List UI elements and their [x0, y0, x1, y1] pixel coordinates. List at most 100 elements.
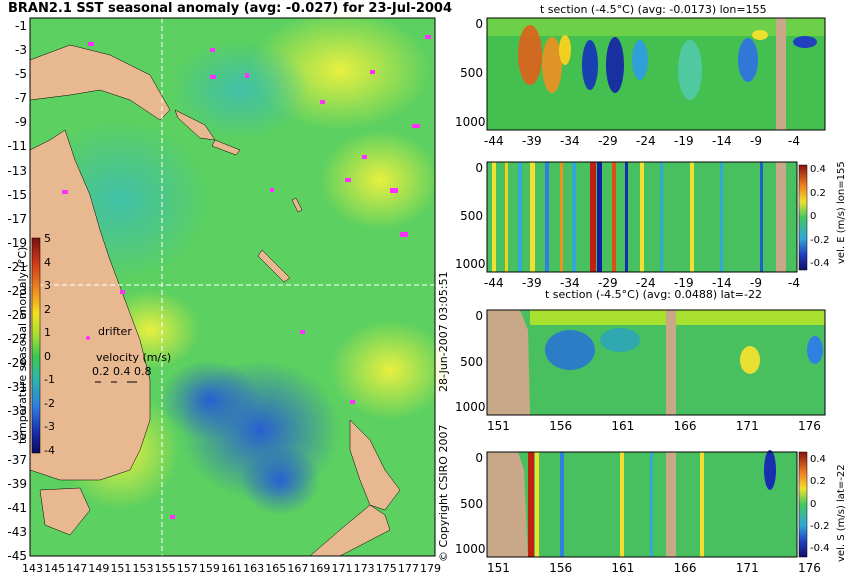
lon-tick: 163 [243, 562, 265, 575]
panel-0-x-tick: -4 [788, 134, 800, 148]
lon-tick: 157 [176, 562, 198, 575]
panel-1-colorbar-tick: 0 [810, 211, 817, 222]
panel-2-title: t section (-4.5°C) (avg: 0.0488) lat=-22 [545, 288, 762, 301]
lat-tick: -5 [15, 67, 27, 82]
sst-colorbar-tick: 3 [44, 279, 51, 293]
velocity-label: velocity (m/s) [96, 351, 172, 364]
panel-0-title: t section (-4.5°C) (avg: -0.0173) lon=15… [540, 3, 767, 16]
panel-t-section-lat [486, 309, 826, 416]
panel-2-x-tick: 176 [798, 419, 821, 433]
sst-colorbar-tick: 4 [44, 255, 51, 269]
panel-0-x-tick: -39 [522, 134, 542, 148]
sst-map [29, 10, 450, 557]
panel-2-x-tick: 171 [735, 419, 759, 433]
panel-3-x-tick: 171 [735, 561, 759, 575]
panel-1-y-tick: 1000 [455, 257, 486, 271]
panel-0-y-tick: 0 [475, 17, 483, 31]
lat-tick: -21 [7, 259, 27, 274]
panel-3-y-tick: 1000 [455, 542, 486, 556]
panel-1-x-tick: -34 [560, 276, 580, 290]
panel-2-y-tick: 0 [475, 309, 483, 323]
sst-colorbar [31, 237, 41, 454]
panel-3-y-tick: 500 [460, 496, 483, 511]
lon-tick: 147 [66, 562, 88, 575]
panel-1-x-tick: -19 [674, 276, 694, 290]
drifter-legend-marker [86, 336, 90, 340]
lon-tick: 169 [309, 562, 331, 575]
panel-1-colorbar-label: vel. E (m/s) lon=155 [836, 161, 847, 264]
lon-tick: 167 [287, 562, 309, 575]
sst-colorbar-tick: -1 [44, 373, 55, 387]
panel-1-x-tick: -39 [522, 276, 542, 290]
panel-1-colorbar-tick: -0.4 [810, 258, 830, 269]
panel-0-x-tick: -29 [598, 134, 618, 148]
panel-3-x-tick: 166 [673, 561, 697, 575]
panel-1-x-tick: -44 [484, 276, 504, 290]
panel-3-x-tick: 156 [549, 561, 573, 575]
panel-vel-s-lat [486, 450, 808, 558]
panel-3-colorbar-tick: -0.2 [810, 520, 830, 532]
lon-tick: 173 [353, 562, 375, 575]
sst-colorbar-tick: 5 [44, 232, 51, 245]
lat-tick: -7 [15, 91, 27, 106]
lon-tick: 145 [44, 562, 66, 575]
panel-3-y-tick: 0 [475, 451, 483, 465]
panel-2-x-tick: 161 [611, 419, 635, 433]
panel-0-y-tick: 500 [460, 66, 483, 80]
panel-3-colorbar-tick: -0.4 [810, 543, 830, 554]
lat-tick: -17 [7, 211, 27, 226]
panel-1-x-tick: -29 [598, 276, 618, 290]
lat-tick: -3 [15, 43, 27, 58]
panel-1-x-tick: -9 [750, 276, 762, 290]
panel-1-y-tick: 0 [475, 161, 483, 175]
panel-0-x-tick: -44 [484, 134, 504, 148]
panel-vel-e-lon [486, 161, 808, 273]
lon-tick: 155 [154, 562, 176, 575]
panel-0-x-tick: -9 [750, 134, 762, 148]
panel-3-colorbar-label: vel. S (m/s) lat=-22 [836, 464, 847, 562]
lon-tick: 153 [132, 562, 154, 575]
panel-3-x-tick: 151 [487, 561, 510, 575]
lon-tick: 151 [110, 562, 132, 575]
sst-colorbar-tick: -2 [44, 396, 55, 410]
lat-tick: -11 [7, 139, 27, 154]
panel-1-x-tick: -14 [712, 276, 732, 290]
lat-tick: -41 [7, 500, 27, 515]
panel-3-x-tick: 176 [798, 561, 821, 575]
lon-tick: 165 [265, 562, 287, 575]
panel-2-x-tick: 156 [549, 419, 573, 433]
lat-tick: -1 [15, 19, 27, 33]
lon-tick: 177 [397, 562, 419, 575]
lat-tick: -23 [7, 284, 27, 298]
panel-2-x-tick: 151 [487, 419, 510, 433]
lat-tick: -13 [7, 163, 27, 178]
lat-tick: -39 [7, 476, 27, 491]
lat-tick: -9 [15, 115, 27, 130]
panel-3-colorbar-tick: 0 [810, 498, 817, 510]
velocity-scale: 0.2 0.4 0.8 [92, 365, 152, 378]
lat-tick: -33 [7, 404, 27, 419]
panel-1-colorbar-tick: 0.4 [810, 164, 826, 175]
lat-tick: -43 [7, 524, 27, 539]
sst-colorbar-tick: 1 [44, 326, 51, 340]
lat-tick: -45 [7, 549, 27, 563]
panel-t-section-lon [486, 17, 826, 131]
copyright: © Copyright CSIRO 2007 [437, 424, 450, 562]
lon-tick: 149 [88, 562, 110, 575]
panel-2-x-tick: 166 [673, 419, 697, 433]
lat-tick: -25 [7, 308, 27, 323]
lat-tick: -15 [7, 187, 27, 202]
drifter-label: drifter [98, 325, 132, 338]
panel-0-y-tick: 1000 [455, 115, 486, 129]
lat-tick: -35 [7, 428, 27, 443]
lat-tick: -19 [7, 235, 27, 250]
lon-tick: 159 [198, 562, 220, 575]
timestamp: 28-Jun-2007 03:05:51 [437, 271, 450, 392]
sst-colorbar-tick: 2 [44, 302, 51, 316]
panel-0-x-tick: -34 [560, 134, 580, 148]
lat-tick: -29 [7, 356, 27, 371]
panel-3-colorbar-tick: 0.4 [810, 454, 826, 465]
lon-tick: 179 [420, 562, 441, 575]
sst-colorbar-label: temperature seasonal anomaly (°C) [16, 246, 29, 444]
lon-tick: 175 [375, 562, 397, 575]
